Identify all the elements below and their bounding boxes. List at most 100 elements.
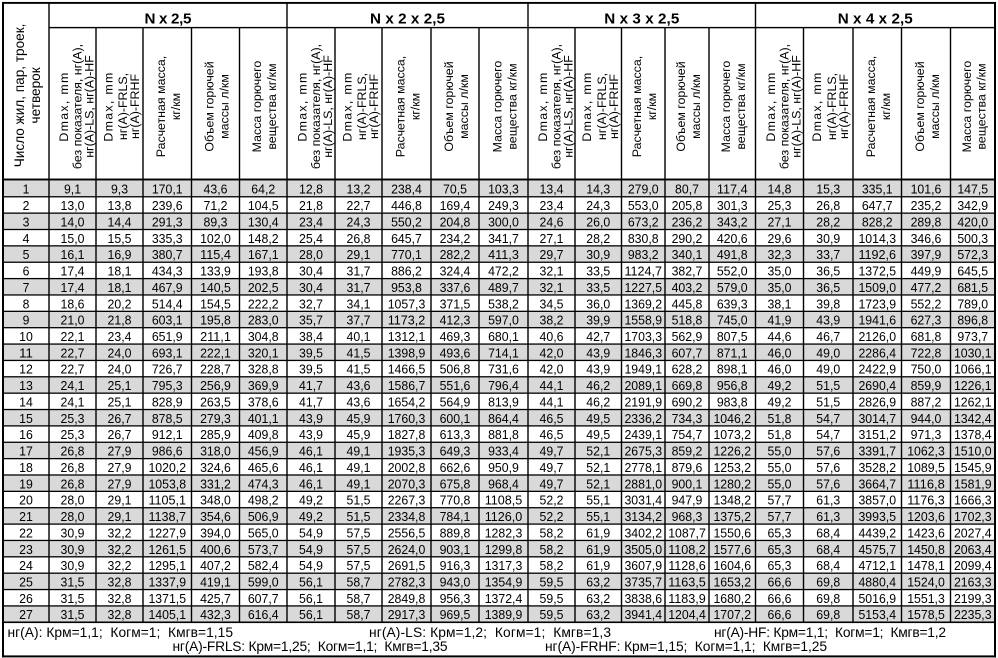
svg-text:1105,1: 1105,1	[148, 493, 186, 508]
svg-text:649,3: 649,3	[440, 444, 471, 459]
svg-text:565,0: 565,0	[248, 525, 279, 540]
svg-text:23,4: 23,4	[299, 214, 323, 229]
svg-text:553,0: 553,0	[628, 198, 659, 213]
svg-text:506,8: 506,8	[440, 362, 471, 377]
svg-text:828,2: 828,2	[862, 214, 893, 229]
svg-text:49,7: 49,7	[540, 444, 564, 459]
svg-text:51,5: 51,5	[347, 493, 371, 508]
svg-text:57,6: 57,6	[816, 444, 840, 459]
svg-text:140,5: 140,5	[200, 280, 231, 295]
svg-text:18,1: 18,1	[108, 264, 132, 279]
svg-text:1550,6: 1550,6	[713, 525, 751, 540]
svg-text:1227,5: 1227,5	[624, 280, 662, 295]
svg-text:645,7: 645,7	[391, 231, 422, 246]
svg-text:52,1: 52,1	[586, 444, 610, 459]
svg-text:1057,3: 1057,3	[388, 296, 426, 311]
svg-text:57,5: 57,5	[347, 525, 371, 540]
svg-text:57,7: 57,7	[768, 509, 792, 524]
svg-text:43,9: 43,9	[299, 427, 323, 442]
svg-text:14,4: 14,4	[108, 214, 132, 229]
svg-text:34,5: 34,5	[540, 296, 564, 311]
svg-text:550,2: 550,2	[391, 214, 422, 229]
svg-text:324,6: 324,6	[200, 460, 231, 475]
svg-text:432,3: 432,3	[200, 607, 231, 622]
svg-text:46,7: 46,7	[816, 329, 840, 344]
svg-text:1551,3: 1551,3	[907, 591, 945, 606]
svg-text:956,3: 956,3	[440, 591, 471, 606]
svg-text:56,1: 56,1	[299, 607, 323, 622]
svg-text:1348,2: 1348,2	[713, 493, 751, 508]
svg-text:43,6: 43,6	[204, 182, 228, 197]
svg-text:1375,2: 1375,2	[713, 509, 751, 524]
svg-text:25,1: 25,1	[108, 378, 132, 393]
svg-text:564,9: 564,9	[440, 395, 471, 410]
svg-text:Масса горючего: Масса горючего	[719, 61, 733, 153]
svg-text:103,3: 103,3	[488, 182, 519, 197]
svg-text:734,3: 734,3	[672, 411, 703, 426]
svg-text:491,8: 491,8	[717, 247, 748, 262]
svg-text:986,6: 986,6	[152, 444, 183, 459]
svg-text:1423,6: 1423,6	[907, 525, 945, 540]
svg-text:394,0: 394,0	[200, 525, 231, 540]
svg-text:222,1: 222,1	[200, 345, 231, 360]
svg-text:Масса горючего: Масса горючего	[250, 61, 264, 153]
svg-text:нг(А)-FRHF: нг(А)-FRHF	[128, 74, 142, 139]
svg-text:58,2: 58,2	[540, 542, 564, 557]
svg-text:9,3: 9,3	[111, 182, 128, 197]
svg-text:31,7: 31,7	[347, 280, 371, 295]
svg-text:5016,9: 5016,9	[858, 591, 896, 606]
svg-text:675,8: 675,8	[440, 476, 471, 491]
svg-text:886,2: 886,2	[391, 264, 422, 279]
svg-text:35,0: 35,0	[768, 280, 792, 295]
svg-text:354,6: 354,6	[200, 509, 231, 524]
svg-text:222,2: 222,2	[248, 296, 279, 311]
svg-text:1280,2: 1280,2	[713, 476, 751, 491]
svg-text:51,8: 51,8	[768, 411, 792, 426]
svg-text:26,8: 26,8	[61, 460, 85, 475]
svg-text:506,9: 506,9	[248, 509, 279, 524]
svg-text:13: 13	[19, 378, 33, 393]
svg-text:43,9: 43,9	[586, 362, 610, 377]
svg-text:64,2: 64,2	[251, 182, 275, 197]
svg-text:13,8: 13,8	[108, 198, 132, 213]
svg-text:1: 1	[23, 182, 30, 197]
svg-text:массы л/км: массы л/км	[217, 74, 231, 139]
svg-text:17: 17	[19, 444, 33, 459]
svg-text:3607,9: 3607,9	[624, 558, 662, 573]
svg-text:нг(А)-LS: Крм=1,2; Когм=1; К: нг(А)-LS: Крм=1,2; Когм=1; Кмгв=1,3	[369, 625, 611, 640]
svg-text:2027,4: 2027,4	[954, 525, 992, 540]
svg-text:кг/км: кг/км	[408, 93, 422, 120]
svg-text:61,3: 61,3	[816, 493, 840, 508]
svg-text:31,5: 31,5	[61, 591, 85, 606]
svg-text:859,2: 859,2	[672, 444, 703, 459]
svg-text:2782,3: 2782,3	[388, 575, 426, 590]
svg-text:24,1: 24,1	[61, 378, 85, 393]
svg-text:55,1: 55,1	[586, 493, 610, 508]
svg-text:58,2: 58,2	[540, 525, 564, 540]
svg-text:49,1: 49,1	[347, 444, 371, 459]
svg-text:32,7: 32,7	[299, 296, 323, 311]
svg-text:54,9: 54,9	[299, 525, 323, 540]
svg-text:14,8: 14,8	[768, 182, 792, 197]
svg-text:39,9: 39,9	[586, 313, 610, 328]
svg-text:582,4: 582,4	[248, 558, 279, 573]
svg-text:35,7: 35,7	[299, 313, 323, 328]
svg-text:39,8: 39,8	[816, 296, 840, 311]
svg-text:40,1: 40,1	[347, 329, 371, 344]
svg-text:228,7: 228,7	[200, 362, 231, 377]
svg-text:57,7: 57,7	[768, 493, 792, 508]
svg-text:3014,7: 3014,7	[858, 411, 896, 426]
svg-text:N x 2,5: N x 2,5	[145, 11, 193, 28]
svg-text:43,9: 43,9	[816, 313, 840, 328]
svg-text:1369,2: 1369,2	[624, 296, 662, 311]
svg-text:943,0: 943,0	[440, 575, 471, 590]
svg-text:573,7: 573,7	[248, 542, 279, 557]
svg-text:1478,1: 1478,1	[907, 558, 945, 573]
svg-text:63,2: 63,2	[586, 591, 610, 606]
svg-text:16,9: 16,9	[108, 247, 132, 262]
svg-text:кг/км: кг/км	[169, 93, 183, 120]
svg-text:446,8: 446,8	[391, 198, 422, 213]
svg-text:49,2: 49,2	[768, 395, 792, 410]
svg-text:Dmax, mm: Dmax, mm	[536, 71, 550, 141]
svg-text:518,8: 518,8	[672, 313, 703, 328]
